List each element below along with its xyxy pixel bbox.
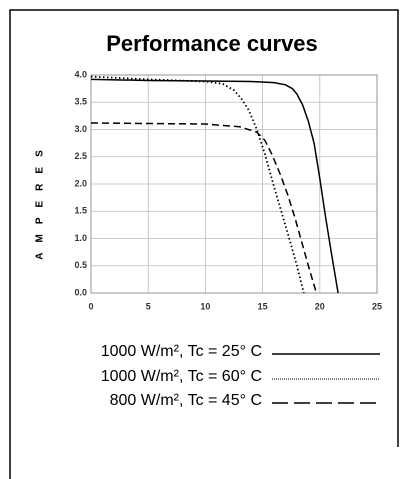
legend-label: 800 W/m², Tc = 45° C: [110, 392, 262, 409]
y-tick-label: 3.5: [74, 97, 87, 107]
legend-label: 1000 W/m², Tc = 60° C: [101, 368, 262, 385]
y-tick-label: 0.0: [74, 287, 87, 297]
y-tick-label: 2.0: [74, 178, 87, 188]
x-tick-label: 5: [146, 301, 151, 311]
series-line: [90, 78, 339, 294]
y-tick-label: 1.0: [74, 233, 87, 243]
y-tick-label: 0.5: [74, 260, 87, 270]
x-tick-label: 20: [315, 301, 325, 311]
x-tick-label: 10: [200, 301, 210, 311]
series-line: [90, 75, 305, 294]
y-tick-label: 4.0: [74, 69, 87, 79]
y-tick-label: 2.5: [74, 151, 87, 161]
chart-title: Performance curves: [106, 31, 318, 56]
y-axis-label: AMPERES: [35, 140, 46, 259]
frame: [9, 9, 399, 479]
x-tick-label: 15: [258, 301, 268, 311]
plot-border: [90, 74, 378, 294]
x-tick-label: 0: [88, 301, 93, 311]
x-tick-label: 25: [372, 301, 382, 311]
y-tick-label: 3.0: [74, 124, 87, 134]
legend-label: 1000 W/m², Tc = 25° C: [101, 343, 262, 360]
series-line: [90, 122, 318, 294]
y-tick-label: 1.5: [74, 206, 87, 216]
